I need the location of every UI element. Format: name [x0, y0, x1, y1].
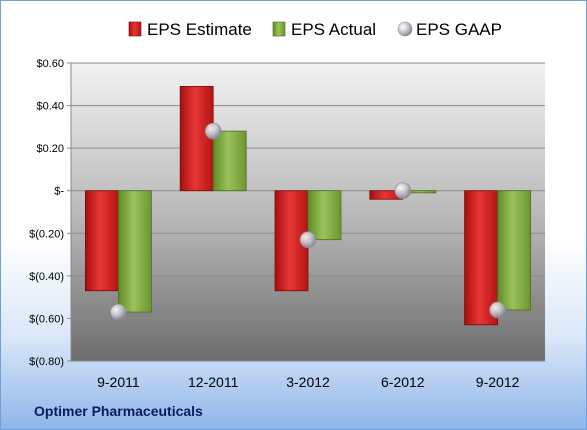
y-tick-label: $(0.40): [29, 271, 64, 283]
legend-label: EPS Actual: [291, 20, 376, 39]
x-tick-label: 3-2012: [286, 374, 330, 390]
y-tick-label: $0.60: [36, 58, 64, 70]
y-tick-label: $0.40: [36, 101, 64, 113]
eps-estimate-bar-12-2011: [179, 86, 214, 192]
y-tick-label: $(0.80): [29, 356, 64, 368]
x-tick-label: 9-2011: [97, 374, 140, 390]
legend-actual-swatch: [272, 21, 286, 37]
eps-estimate-bar-9-2012: [464, 190, 499, 326]
legend-label: EPS Estimate: [147, 20, 252, 39]
legend-label: EPS GAAP: [416, 20, 502, 39]
y-tick-label: $-: [54, 186, 64, 198]
eps-gaap-point-6-2012: [394, 182, 412, 200]
x-tick-label: 9-2012: [476, 374, 520, 390]
y-tick-label: $(0.60): [29, 313, 64, 325]
eps-gaap-point-12-2011: [204, 122, 222, 140]
eps-gaap-point-9-2012: [489, 301, 507, 319]
eps-gaap-point-3-2012: [299, 231, 317, 249]
company-name: Optimer Pharmaceuticals: [34, 403, 203, 419]
legend-estimate-swatch: [128, 21, 142, 37]
eps-actual-bar-9-2011: [118, 190, 152, 313]
eps-actual-bar-3-2012: [307, 190, 342, 241]
x-tick-label: 6-2012: [381, 374, 425, 390]
y-tick-label: $0.20: [36, 143, 64, 155]
legend-gaap-swatch: [397, 21, 413, 37]
eps-gaap-point-9-2011: [110, 303, 127, 321]
y-tick-label: $(0.20): [29, 228, 64, 240]
eps-estimate-bar-9-2011: [85, 190, 119, 292]
x-tick-label: 12-2011: [188, 374, 239, 390]
eps-actual-bar-9-2012: [497, 190, 532, 311]
eps-actual-bar-12-2011: [212, 130, 247, 192]
